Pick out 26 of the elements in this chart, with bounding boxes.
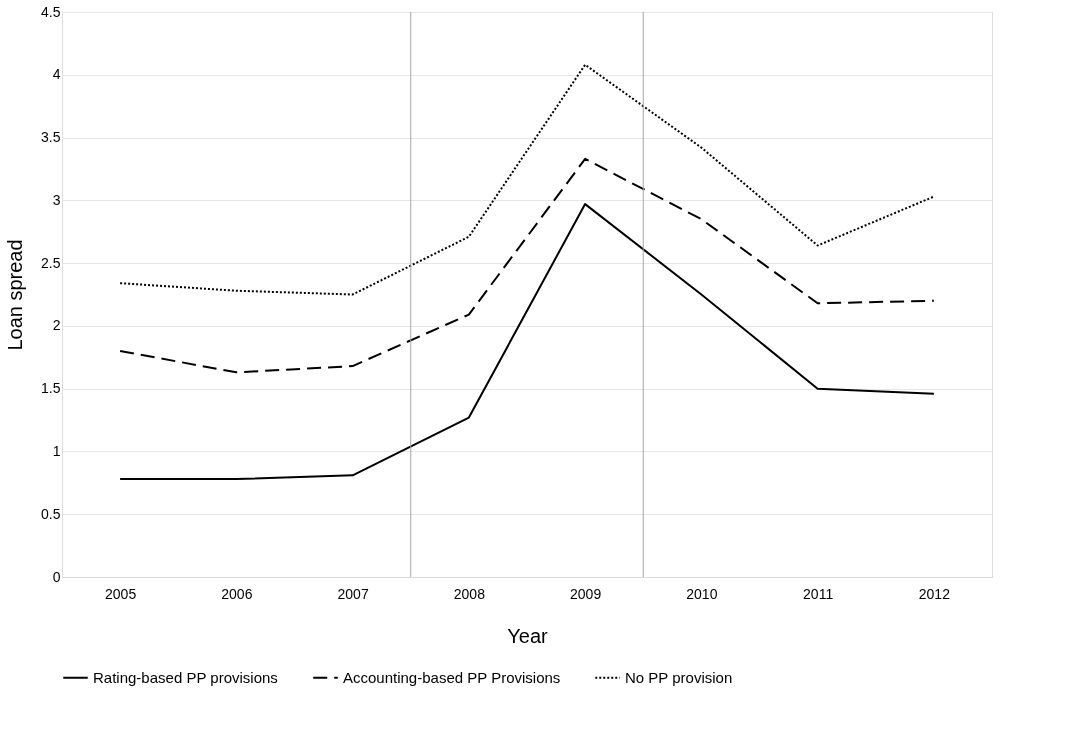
- x-tick-label: 2009: [570, 585, 602, 602]
- x-tick-label: 2012: [918, 585, 951, 602]
- x-tick-label: 2011: [803, 585, 834, 602]
- y-tick-label: 1: [52, 442, 61, 459]
- y-tick-label: 4.5: [41, 3, 61, 20]
- y-tick-label: 3: [52, 191, 61, 208]
- x-tick-label: 2010: [686, 585, 718, 602]
- y-tick-label: 3.5: [41, 129, 61, 146]
- y-tick-label: 0: [52, 568, 61, 585]
- line-series: [119, 203, 935, 481]
- y-axis-title: Loan spread: [4, 239, 27, 351]
- legend-label: Accounting-based PP Provisions: [343, 668, 561, 686]
- legend-label: No PP provision: [625, 668, 733, 686]
- x-tick-label: 2007: [337, 585, 369, 602]
- y-tick-label: 1.5: [41, 380, 61, 397]
- y-tick-label: 4: [52, 66, 61, 83]
- x-axis-title: Year: [507, 624, 549, 647]
- line-series: [119, 63, 935, 296]
- legend-label: Rating-based PP provisions: [93, 668, 278, 686]
- x-tick-label: 2006: [221, 585, 253, 602]
- y-tick-label: 2: [52, 317, 61, 334]
- x-tick-label: 2008: [453, 585, 486, 602]
- x-tick-label: 2005: [105, 585, 137, 602]
- y-tick-label: 0.5: [41, 505, 61, 522]
- y-tick-label: 2.5: [41, 254, 61, 271]
- line-series: [119, 157, 935, 374]
